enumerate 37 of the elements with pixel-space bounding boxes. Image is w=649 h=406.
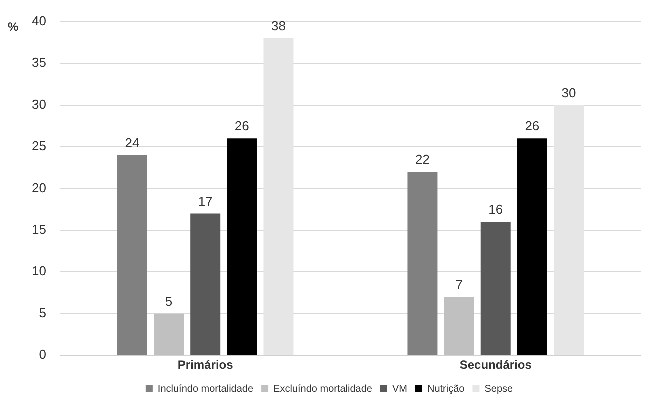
y-tick-label: 10	[32, 264, 46, 279]
y-tick-label: 30	[32, 96, 46, 112]
bar	[408, 172, 438, 356]
bar	[227, 138, 258, 356]
bar	[517, 138, 548, 356]
bar	[480, 222, 511, 356]
y-tick-label: 0	[39, 347, 46, 362]
data-label: 26	[234, 118, 250, 134]
legend-label: VM	[392, 384, 408, 395]
legend-label: Nutrição	[427, 384, 466, 395]
data-label: 24	[125, 135, 140, 150]
y-tick-label: 15	[32, 222, 46, 238]
legend-label: Excluíndo mortalidade	[274, 384, 373, 395]
bar	[264, 38, 294, 356]
y-tick-label: 40	[32, 13, 46, 28]
data-label: 30	[562, 85, 576, 100]
data-label: 22	[415, 152, 430, 168]
x-tick-label: Secundários	[460, 358, 532, 372]
y-tick-label: 25	[32, 138, 46, 154]
y-tick-label: 35	[32, 55, 46, 70]
data-label: 7	[456, 277, 463, 292]
bar	[117, 155, 148, 356]
bar	[554, 105, 584, 356]
y-axis-title: %	[8, 20, 19, 34]
y-tick-label: 5	[39, 305, 46, 320]
legend-label: Sepse	[484, 384, 514, 395]
data-label: 5	[165, 294, 173, 309]
bar	[190, 214, 221, 356]
legend-label: Incluíndo mortalidade	[158, 384, 254, 395]
y-tick-label: 20	[32, 180, 46, 196]
x-tick-label: Primários	[178, 358, 234, 372]
data-label: 17	[198, 194, 213, 209]
bar	[154, 314, 184, 356]
data-label: 38	[272, 18, 286, 34]
data-label: 26	[525, 118, 540, 134]
bar	[444, 297, 474, 356]
data-label: 16	[488, 202, 504, 218]
